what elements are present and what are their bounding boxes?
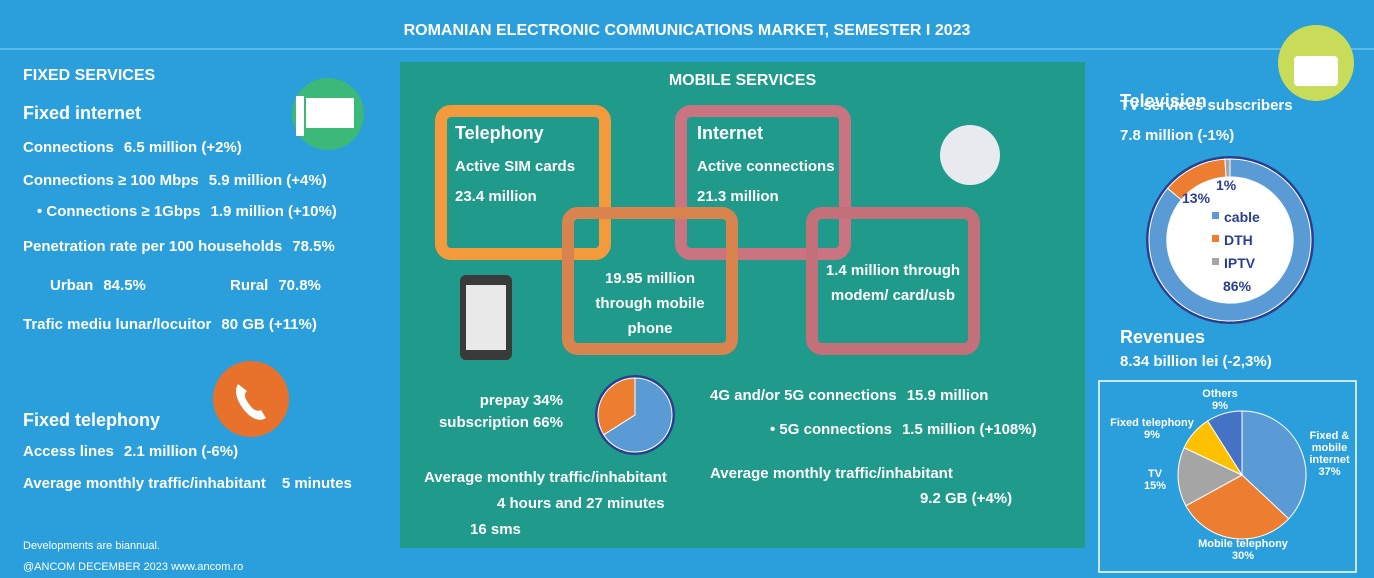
icon-tower	[296, 96, 304, 136]
stat-value: 21.3 million	[697, 188, 779, 206]
pie-slice	[1225, 159, 1230, 177]
icon-screen	[306, 98, 354, 128]
section-heading: MOBILE SERVICES	[400, 72, 1085, 90]
pie-label: Mobile telephony	[1195, 538, 1291, 550]
icon-mobile-screen	[466, 285, 506, 350]
legend-swatch	[1212, 235, 1219, 242]
footer-credit: @ANCOM DECEMBER 2023 www.ancom.ro	[23, 558, 243, 576]
stat-label: Average monthly traffic/inhabitant	[23, 475, 266, 492]
value-label: 15%	[1140, 480, 1170, 492]
stat-label: Connections ≥ 100 Mbps	[23, 172, 199, 189]
subheading: Fixed internet	[23, 104, 141, 122]
subheading: Internet	[697, 124, 763, 142]
value-label: 37%	[1302, 466, 1357, 478]
value-label: 66%	[533, 414, 563, 431]
infographic: ROMANIAN ELECTRONIC COMMUNICATIONS MARKE…	[0, 0, 1374, 578]
subheading: Fixed telephony	[23, 411, 160, 429]
pie-label: Fixed & mobile internet	[1302, 430, 1357, 466]
stat-row: Penetration rate per 100 households 78.5%	[23, 238, 335, 256]
stat-label: Urban	[50, 277, 93, 294]
legend-label: cable	[1224, 208, 1260, 226]
stat-value: 1.5 million (+108%)	[902, 421, 1037, 438]
stat-value: 78.5%	[292, 238, 335, 255]
stat-value: 80 GB (+11%)	[221, 316, 316, 333]
legend-label: DTH	[1224, 231, 1253, 249]
subheading: Telephony	[455, 124, 544, 142]
stat-label: TV services subscribers	[1120, 97, 1293, 115]
footer-note: Developments are biannual.	[23, 537, 160, 555]
section-heading: FIXED SERVICES	[23, 67, 155, 85]
title: ROMANIAN ELECTRONIC COMMUNICATIONS MARKE…	[0, 22, 1374, 40]
stat-label: 4G and/or 5G connections	[710, 387, 897, 404]
stat-value: 7.8 million (-1%)	[1120, 127, 1234, 145]
stat-value: 8.34 billion lei (-2,3%)	[1120, 353, 1272, 371]
stat-row: Connections ≥ 100 Mbps 5.9 million (+4%)	[23, 172, 327, 190]
title-rule	[0, 48, 1374, 50]
stat-label: Active connections	[697, 158, 835, 176]
stat-value: 23.4 million	[455, 188, 537, 206]
stat-value: 70.8%	[278, 277, 321, 294]
stat-row: Trafic mediu lunar/locuitor 80 GB (+11%)	[23, 316, 317, 334]
stat-row: Average monthly traffic/inhabitant 5 minu…	[23, 475, 352, 493]
category: subscription	[439, 414, 529, 431]
legend-swatch	[1212, 258, 1219, 265]
stat-label: Rural	[230, 277, 268, 294]
stat-label: • 5G connections	[770, 421, 892, 438]
stat-label: Access lines	[23, 443, 114, 460]
stat-value: 9.2 GB (+4%)	[920, 490, 1012, 508]
stat-value: 16 sms	[470, 521, 521, 539]
stat-value: 84.5%	[103, 277, 146, 294]
stat-value: 1.4 million through modem/ card/usb	[822, 258, 964, 308]
stat-value: 1.9 million (+10%)	[211, 203, 337, 220]
pie-label: Fixed telephony	[1107, 417, 1197, 429]
stat-row: • Connections ≥ 1Gbps 1.9 million (+10%)	[37, 203, 337, 221]
stat-row: Connections 6.5 million (+2%)	[23, 139, 242, 157]
stat-label: Trafic mediu lunar/locuitor	[23, 316, 211, 333]
stat-value: 6.5 million (+2%)	[124, 139, 242, 156]
stat-value: 19.95 million through mobile phone	[575, 266, 725, 341]
value-label: 1%	[1216, 176, 1236, 194]
value-label: 30%	[1195, 550, 1291, 562]
stat-value: 2.1 million (-6%)	[124, 443, 238, 460]
category: prepay	[480, 392, 529, 409]
stat-value: 15.9 million	[907, 387, 989, 404]
stat-row: Urban 84.5%	[50, 277, 146, 295]
stat-label: Active SIM cards	[455, 158, 575, 176]
value-label: 86%	[1223, 277, 1251, 295]
value-label: 34%	[533, 392, 563, 409]
pie-label: Others	[1195, 388, 1245, 400]
stat-label: Average monthly traffic/inhabitant	[710, 465, 953, 483]
legend-label: IPTV	[1224, 254, 1255, 272]
stat-row: Rural 70.8%	[230, 277, 321, 295]
icon-tv-set	[1294, 56, 1338, 86]
stat-label: Connections	[23, 139, 114, 156]
legend-swatch	[1212, 212, 1219, 219]
stat-label: • Connections ≥ 1Gbps	[37, 203, 201, 220]
stat-value: 5.9 million (+4%)	[209, 172, 327, 189]
stat-row: Access lines 2.1 million (-6%)	[23, 443, 238, 461]
stat-row: 4G and/or 5G connections 15.9 million	[710, 387, 988, 405]
pie-label: TV	[1140, 468, 1170, 480]
stat-row: • 5G connections 1.5 million (+108%)	[770, 421, 1037, 439]
stat-value: 5 minutes	[282, 475, 352, 492]
value-label: 13%	[1182, 189, 1210, 207]
stat-value: 4 hours and 27 minutes	[497, 495, 665, 513]
stat-label: Penetration rate per 100 households	[23, 238, 282, 255]
subheading: Revenues	[1120, 328, 1205, 346]
stat-label: Average monthly traffic/inhabitant	[424, 469, 667, 487]
icon-phone	[213, 361, 289, 437]
icon-usb	[940, 125, 1000, 185]
value-label: 9%	[1195, 400, 1245, 412]
value-label: 9%	[1107, 429, 1197, 441]
